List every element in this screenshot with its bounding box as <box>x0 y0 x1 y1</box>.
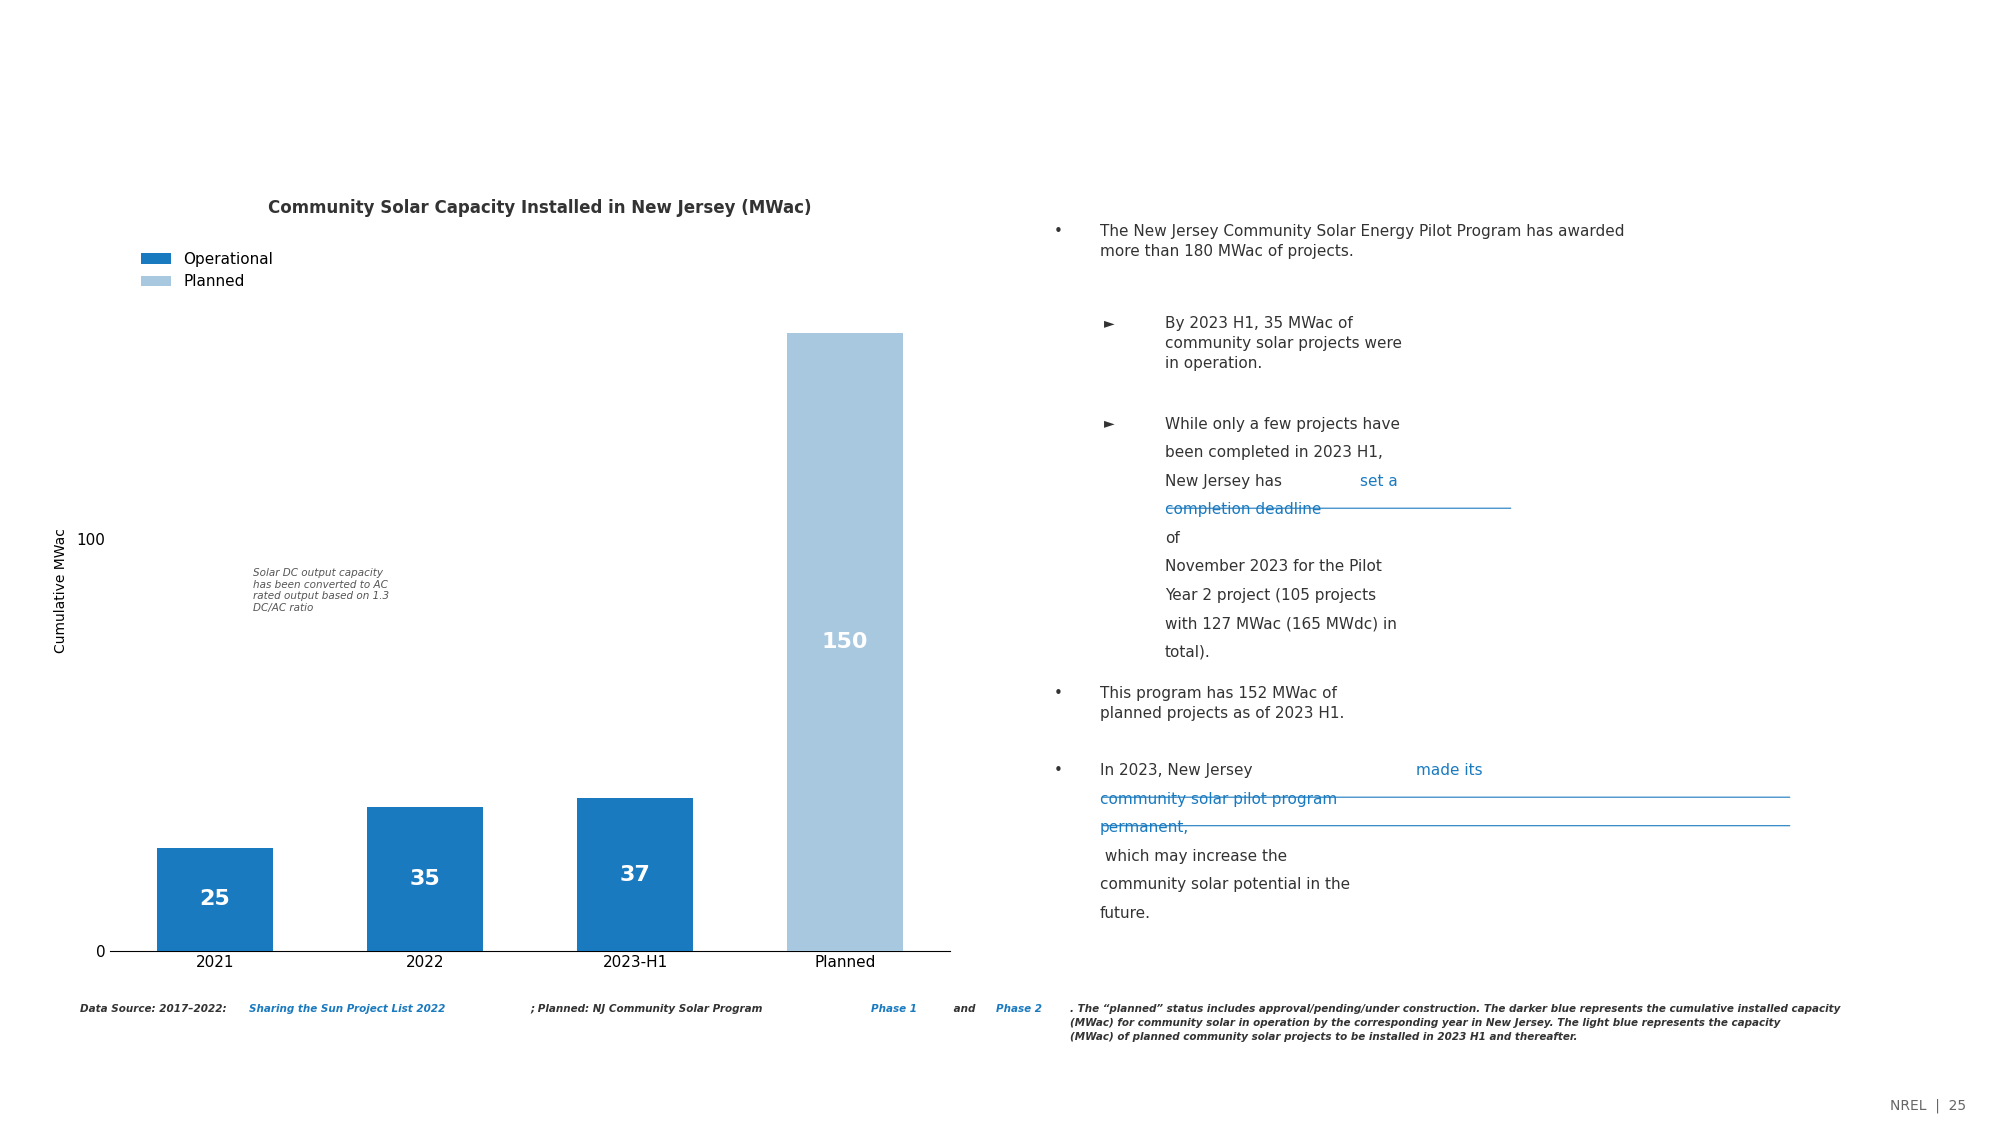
Text: Phase 2: Phase 2 <box>996 1004 1042 1014</box>
Text: community solar potential in the: community solar potential in the <box>1100 878 1350 892</box>
Text: Community Solar Capacity Installed in New Jersey (MWac): Community Solar Capacity Installed in Ne… <box>268 199 812 217</box>
Text: ; Planned: NJ Community Solar Program: ; Planned: NJ Community Solar Program <box>530 1004 766 1014</box>
Text: By 2023 H1, 35 MWac of
community solar projects were
in operation.: By 2023 H1, 35 MWac of community solar p… <box>1164 316 1402 371</box>
Text: ►: ► <box>1104 416 1116 431</box>
Text: •: • <box>1054 763 1062 778</box>
Text: •: • <box>1054 224 1062 238</box>
Text: solar, with 150 MWac Planned Projects: solar, with 150 MWac Planned Projects <box>454 125 1546 173</box>
Text: future.: future. <box>1100 906 1150 921</box>
Text: 25: 25 <box>200 889 230 909</box>
Text: NREL  |  25: NREL | 25 <box>1890 1098 1966 1113</box>
Text: permanent,: permanent, <box>1100 820 1188 835</box>
Text: 150: 150 <box>822 632 868 652</box>
Text: Phase 1: Phase 1 <box>872 1004 918 1014</box>
Text: The New Jersey Community Solar Energy Pilot Program has awarded
more than 180 MW: The New Jersey Community Solar Energy Pi… <box>1100 224 1624 259</box>
Text: with 127 MWac (165 MWdc) in: with 127 MWac (165 MWdc) in <box>1164 616 1396 631</box>
Text: Year 2 project (105 projects: Year 2 project (105 projects <box>1164 587 1376 603</box>
Bar <box>578 799 692 951</box>
Text: New Jersey Has a Large Amount of Planned Community: New Jersey Has a Large Amount of Planned… <box>220 43 1780 91</box>
Text: 35: 35 <box>410 868 440 889</box>
Text: November 2023 for the Pilot: November 2023 for the Pilot <box>1164 559 1382 574</box>
Text: Data Source: 2017–2022:: Data Source: 2017–2022: <box>80 1004 230 1014</box>
Text: New Jersey has: New Jersey has <box>1164 474 1286 488</box>
Text: Sharing the Sun Project List 2022: Sharing the Sun Project List 2022 <box>250 1004 446 1014</box>
Y-axis label: Cumulative MWac: Cumulative MWac <box>54 529 68 652</box>
Text: ►: ► <box>1104 316 1116 331</box>
Bar <box>368 807 482 951</box>
Text: been completed in 2023 H1,: been completed in 2023 H1, <box>1164 446 1382 460</box>
Bar <box>788 333 902 951</box>
Text: In 2023, New Jersey: In 2023, New Jersey <box>1100 763 1258 778</box>
Text: set a: set a <box>1360 474 1398 488</box>
Legend: Operational, Planned: Operational, Planned <box>134 245 280 296</box>
Bar <box>158 848 272 951</box>
Text: 37: 37 <box>620 864 650 884</box>
Text: completion deadline: completion deadline <box>1164 502 1322 518</box>
Text: and: and <box>950 1004 980 1014</box>
Text: •: • <box>1054 686 1062 701</box>
Text: community solar pilot program: community solar pilot program <box>1100 792 1336 807</box>
Text: . The “planned” status includes approval/pending/under construction. The darker : . The “planned” status includes approval… <box>1070 1004 1840 1042</box>
Text: While only a few projects have: While only a few projects have <box>1164 416 1400 432</box>
Text: made its: made its <box>1416 763 1482 778</box>
Text: of: of <box>1164 531 1180 546</box>
Text: Solar DC output capacity
has been converted to AC
rated output based on 1.3
DC/A: Solar DC output capacity has been conver… <box>252 568 388 613</box>
Text: This program has 152 MWac of
planned projects as of 2023 H1.: This program has 152 MWac of planned pro… <box>1100 686 1344 721</box>
Text: which may increase the: which may increase the <box>1100 849 1286 864</box>
Text: total).: total). <box>1164 645 1210 659</box>
